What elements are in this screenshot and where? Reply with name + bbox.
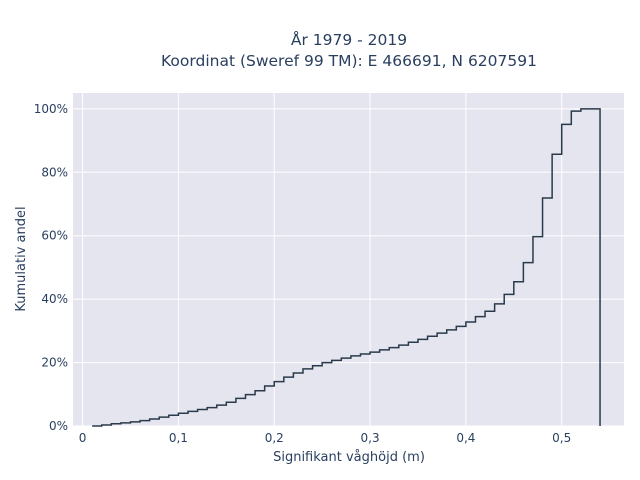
y-tick-label: 80% (41, 165, 68, 179)
x-tick-label: 0,4 (456, 431, 475, 445)
x-axis-ticks: 0 0,1 0,2 0,3 0,4 0,5 (79, 431, 571, 445)
x-tick-label: 0,3 (361, 431, 380, 445)
plot-area (73, 93, 624, 426)
gridlines (73, 93, 624, 427)
series-line-cdf (92, 108, 601, 427)
x-tick-label: 0 (79, 431, 87, 445)
chart-title-line-2: Koordinat (Sweref 99 TM): E 466691, N 62… (161, 52, 537, 70)
y-axis-ticks: 0% 20% 40% 60% 80% 100% (34, 102, 68, 433)
y-tick-label: 0% (49, 419, 68, 433)
y-tick-label: 100% (34, 102, 68, 116)
x-axis-title: Signifikant våghöjd (m) (273, 450, 425, 465)
y-axis-title: Kumulativ andel (14, 206, 29, 311)
x-tick-label: 0,5 (552, 431, 571, 445)
y-tick-label: 20% (41, 356, 68, 370)
chart-title-line-1: År 1979 - 2019 (291, 30, 407, 49)
x-tick-label: 0,2 (265, 431, 284, 445)
y-tick-label: 40% (41, 292, 68, 306)
y-tick-label: 60% (41, 229, 68, 243)
x-tick-label: 0,1 (169, 431, 188, 445)
